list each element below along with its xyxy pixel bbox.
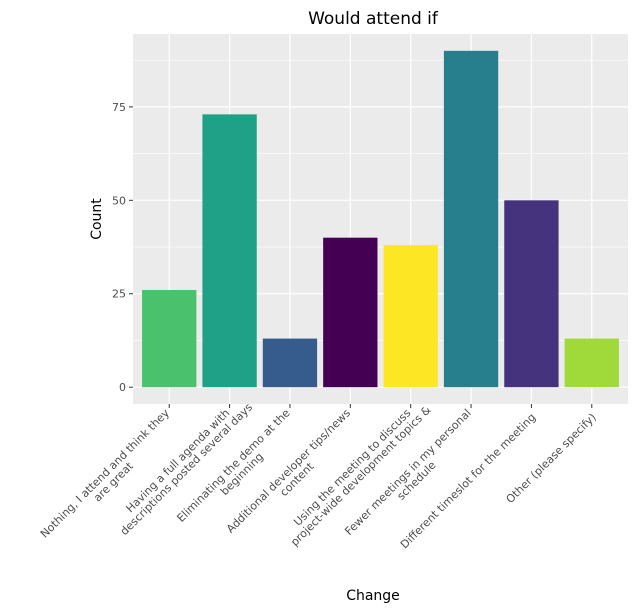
y-tick-label: 50 (112, 194, 126, 207)
y-tick-label: 0 (119, 381, 126, 394)
bars (142, 50, 619, 388)
bar (142, 290, 197, 388)
bar (262, 338, 318, 388)
bar (383, 245, 438, 388)
y-axis-title: Count (89, 198, 105, 240)
x-tick-label-line: Nothing, I attend and think they (38, 406, 172, 540)
chart-title: Would attend if (308, 9, 439, 29)
bar (564, 338, 619, 388)
x-tick-label-line: Having a full agenda with (124, 407, 233, 516)
y-tick-label: 25 (112, 288, 126, 301)
bar (323, 237, 378, 388)
y-tick-label: 75 (112, 101, 126, 114)
bar (504, 200, 559, 388)
x-axis-title: Change (346, 588, 400, 604)
bar (202, 114, 257, 388)
bar (443, 50, 499, 388)
